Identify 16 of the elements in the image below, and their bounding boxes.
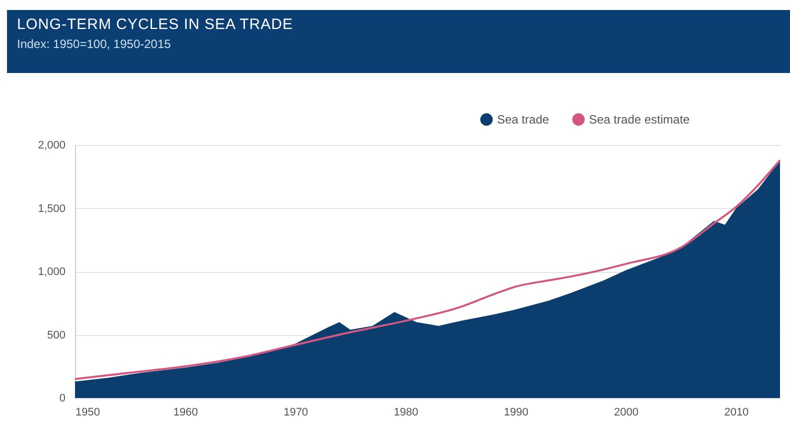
x-tick-label: 1990	[504, 406, 528, 418]
x-tick-label: 2000	[614, 406, 639, 418]
y-tick-label: 1,500	[38, 202, 66, 215]
legend-label: Sea trade estimate	[589, 112, 690, 127]
y-tick-label: 500	[47, 329, 66, 342]
y-tick-label: 2,000	[38, 140, 66, 152]
y-tick-label: 0	[59, 392, 66, 404]
x-tick-label: 1960	[173, 406, 198, 418]
legend-label: Sea trade	[497, 112, 550, 127]
chart-subtitle: Index: 1950=100, 1950-2015	[17, 37, 172, 51]
x-tick-label: 2010	[724, 406, 749, 418]
x-tick-label: 1970	[284, 406, 308, 418]
y-tick-label: 1,000	[38, 266, 66, 278]
x-tick-label: 1950	[76, 406, 100, 418]
x-tick-label: 1980	[394, 406, 418, 418]
chart-title: LONG-TERM CYCLES IN SEA TRADE	[17, 16, 294, 33]
